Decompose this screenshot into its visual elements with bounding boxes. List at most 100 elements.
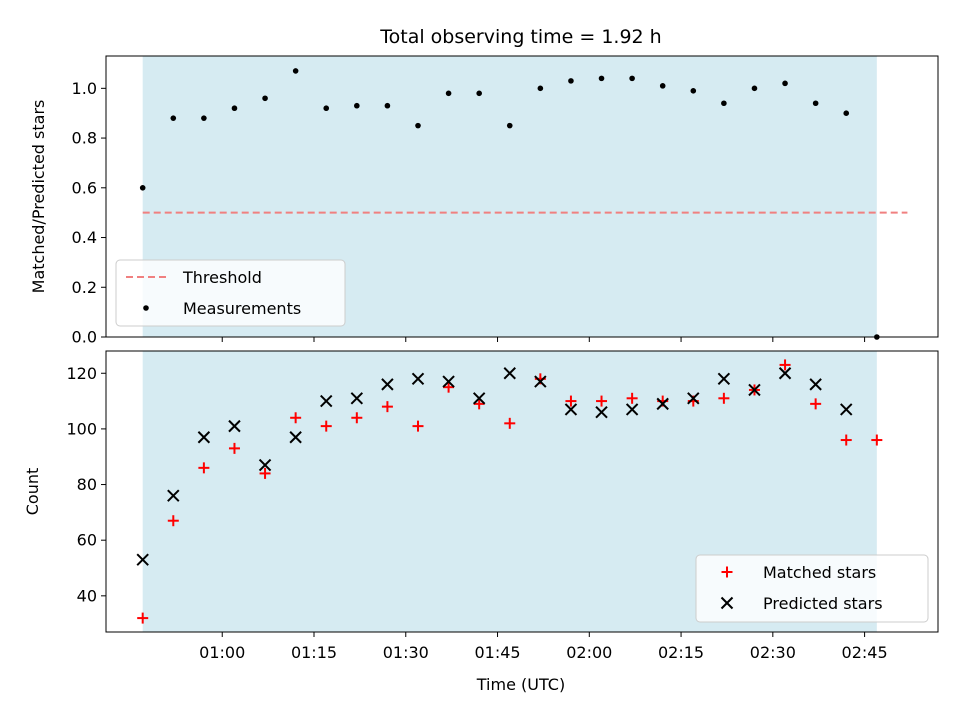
measurement-point <box>201 115 207 121</box>
ratio-y-tick-label: 0.2 <box>72 278 97 297</box>
predicted-star-point <box>381 378 394 391</box>
count-x-tick-label: 01:45 <box>474 643 520 662</box>
measurement-point <box>323 105 330 112</box>
measurement-point <box>782 80 788 87</box>
predicted-star-point <box>350 392 364 405</box>
matched-star-point <box>137 612 149 624</box>
predicted-star-point-b <box>687 392 700 405</box>
count-x-tick-label: 01:30 <box>383 643 429 662</box>
measurement-point <box>445 90 452 97</box>
predicted-star-point-b <box>717 372 731 386</box>
predicted-star-point <box>534 375 547 388</box>
predicted-star-point-b <box>136 553 149 566</box>
measurement-point <box>843 110 850 116</box>
count-y-tick-label: 40 <box>77 586 97 605</box>
predicted-star-point <box>503 367 516 380</box>
ratio-legend-box <box>115 259 346 327</box>
ratio-x-ticks <box>221 337 866 342</box>
measurement-point <box>415 122 421 129</box>
matched-star-point <box>871 434 883 446</box>
count-y-tick-label: 100 <box>66 419 97 438</box>
legend-predicted-swatch <box>720 596 734 610</box>
measurement-point <box>568 78 574 84</box>
predicted-star-point <box>595 406 608 419</box>
matched-star-point <box>351 412 363 424</box>
legend-matched-swatch <box>721 566 733 578</box>
measurement-point <box>751 85 758 92</box>
measurement-point <box>659 83 666 89</box>
ratio-y-axis-label: Matched/Predicted stars <box>29 100 48 294</box>
count-x-tick-label: 01:00 <box>199 643 245 662</box>
count-x-tick-label: 02:30 <box>750 643 796 662</box>
legend-measurement-swatch <box>143 305 149 311</box>
matched-star-point <box>290 412 302 424</box>
count-legend: Matched stars Predicted stars <box>695 554 929 623</box>
ratio-y-tick-label: 0.8 <box>72 129 97 148</box>
matched-star-point <box>473 398 485 410</box>
chart-title: Total observing time = 1.92 h <box>379 26 661 48</box>
predicted-star-point <box>289 431 302 444</box>
matched-star-point <box>504 417 516 429</box>
predicted-star-point-b <box>534 375 547 388</box>
count-x-tick-label: 02:00 <box>566 643 612 662</box>
predicted-star-point <box>320 394 333 408</box>
matched-star-point <box>259 467 271 479</box>
x-axis-label: Time (UTC) <box>476 675 565 694</box>
matched-star-point <box>228 442 240 454</box>
count-y-tick-label: 60 <box>77 531 97 550</box>
count-axes-frame <box>105 350 939 633</box>
predicted-star-point-b <box>503 367 516 380</box>
predicted-star-point <box>656 397 669 411</box>
measurement-point <box>629 75 635 82</box>
legend-matched-label: Matched stars <box>763 563 876 582</box>
measurement-points <box>139 68 880 340</box>
predicted-star-point-b <box>656 397 669 411</box>
ratio-y-tick-label: 0.0 <box>72 328 97 347</box>
measurement-point <box>139 184 146 191</box>
ratio-axes-frame <box>105 55 939 338</box>
predicted-star-point-b <box>625 403 639 416</box>
predicted-star-point-b <box>748 383 761 397</box>
predicted-star-point-b <box>442 375 455 388</box>
ratio-y-tick-label: 0.4 <box>72 228 97 247</box>
measurement-point <box>231 105 238 112</box>
count-y-ticks: 40 60 80 100 120 <box>66 364 106 605</box>
predicted-star-point-b <box>228 419 241 433</box>
measurement-point <box>812 100 819 107</box>
predicted-star-point <box>840 403 853 416</box>
matched-star-point <box>412 420 424 432</box>
predicted-star-point-b <box>564 403 578 416</box>
ratio-panel: 0.0 0.2 0.4 0.6 0.8 1.0 Matched/Predicted sta… <box>29 55 939 347</box>
matched-star-point <box>381 401 393 413</box>
count-x-tick-label: 02:15 <box>658 643 704 662</box>
measurement-point <box>598 75 605 82</box>
measurement-point <box>506 122 513 129</box>
matched-star-point <box>779 359 791 371</box>
count-legend-box <box>695 554 929 623</box>
legend-matched-marker <box>721 566 733 578</box>
matched-star-point <box>198 462 210 474</box>
predicted-star-point-b <box>472 392 486 405</box>
predicted-star-point-b <box>197 431 211 444</box>
predicted-star-point <box>228 419 241 433</box>
legend-threshold-label: Threshold <box>182 268 262 287</box>
predicted-star-point-b <box>778 367 792 380</box>
measurement-point <box>292 68 299 74</box>
matched-star-point <box>626 392 638 404</box>
predicted-star-point <box>167 489 180 502</box>
measurement-point <box>170 115 177 121</box>
count-x-ticks: 01:00 01:15 01:30 01:45 02:00 02:15 02:30 02:45 <box>199 632 888 662</box>
predicted-star-point-b <box>381 378 394 391</box>
measurement-point <box>721 100 727 107</box>
matched-star-point <box>565 395 577 407</box>
predicted-star-point <box>472 392 486 405</box>
predicted-star-point <box>564 403 578 416</box>
matched-star-point <box>443 381 455 393</box>
predicted-star-point-b <box>258 458 272 472</box>
predicted-star-point <box>778 367 792 380</box>
predicted-star-point <box>687 392 700 405</box>
predicted-star-point-b <box>167 489 180 502</box>
measurement-point <box>384 102 391 109</box>
measurement-point <box>476 90 482 97</box>
